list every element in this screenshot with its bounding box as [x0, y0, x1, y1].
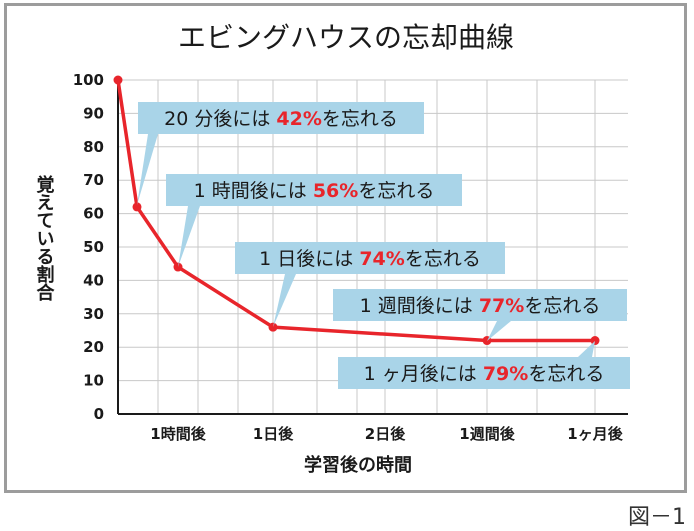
callout-suffix: を忘れる — [528, 363, 604, 385]
series-line — [116, 79, 595, 343]
callout-suffix: を忘れる — [358, 180, 434, 202]
y-tick-label: 0 — [94, 405, 104, 423]
callout-prefix: 1 週間後には — [360, 295, 479, 317]
callout-pointer — [137, 134, 158, 205]
callout-box — [333, 289, 627, 321]
callout-pointer — [273, 274, 296, 327]
callout-box — [338, 357, 630, 389]
x-axis-label: 学習後の時間 — [304, 454, 412, 476]
callout-percent: 79% — [483, 363, 528, 385]
callout-text: 1 ヶ月後には 79%を忘れる — [364, 363, 605, 385]
callout-prefix: 20 分後には — [164, 108, 276, 130]
callout-pointer — [178, 206, 200, 267]
x-axis-ticks: 1時間後 1日後 2日後 1週間後 1ヶ月後 — [150, 425, 623, 443]
callout-text: 1 週間後には 77%を忘れる — [360, 295, 601, 317]
figure-label: 図－1 — [628, 505, 686, 530]
data-point — [132, 202, 142, 212]
callout-text: 20 分後には 42%を忘れる — [164, 108, 398, 130]
y-tick-label: 30 — [83, 305, 104, 323]
callout-text: 1 日後には 74%を忘れる — [259, 248, 481, 270]
x-tick-label: 2日後 — [365, 425, 406, 443]
callout: 1 週間後には 77%を忘れる — [333, 289, 627, 341]
callout: 1 日後には 74%を忘れる — [235, 242, 505, 327]
callout-prefix: 1 ヶ月後には — [364, 363, 483, 385]
callout: 20 分後には 42%を忘れる — [137, 102, 424, 205]
x-tick-label: 1ヶ月後 — [567, 425, 623, 443]
x-tick-label: 1時間後 — [150, 425, 206, 443]
y-tick-label: 90 — [83, 104, 104, 122]
y-tick-label: 20 — [83, 338, 104, 356]
callout-prefix: 1 時間後には — [194, 180, 313, 202]
data-point — [590, 336, 600, 346]
callout-percent: 42% — [276, 108, 321, 130]
callout-box — [166, 174, 462, 206]
callout-pointer — [487, 321, 511, 341]
callout-percent: 77% — [479, 295, 524, 317]
data-point — [268, 322, 278, 332]
callout-suffix: を忘れる — [524, 295, 600, 317]
callout-percent: 74% — [359, 248, 404, 270]
callout: 1 時間後には 56%を忘れる — [166, 174, 462, 267]
callout-percent: 56% — [313, 180, 358, 202]
callout-box — [138, 102, 424, 134]
data-point — [173, 262, 183, 272]
callout: 1 ヶ月後には 79%を忘れる — [338, 341, 630, 389]
y-tick-label: 10 — [83, 372, 104, 390]
axes — [117, 80, 628, 415]
y-tick-label: 40 — [83, 271, 104, 289]
callout-text: 1 時間後には 56%を忘れる — [194, 180, 435, 202]
x-tick-label: 1週間後 — [459, 425, 515, 443]
y-tick-label: 60 — [83, 205, 104, 223]
series — [113, 75, 600, 346]
callout-suffix: を忘れる — [405, 248, 481, 270]
data-point — [113, 75, 123, 85]
callout-pointer — [578, 341, 595, 357]
y-axis-label: 覚えている割合 — [34, 174, 55, 301]
y-tick-label: 100 — [73, 71, 104, 89]
chart-title: エビングハウスの忘却曲線 — [178, 21, 514, 54]
y-tick-label: 50 — [83, 238, 104, 256]
y-tick-label: 80 — [83, 138, 104, 156]
y-tick-label: 70 — [83, 171, 104, 189]
x-tick-label: 1日後 — [253, 425, 294, 443]
callout-prefix: 1 日後には — [259, 248, 359, 270]
callout-suffix: を忘れる — [322, 108, 398, 130]
callout-box — [235, 242, 505, 274]
y-axis-ticks: 0 10 20 30 40 50 60 70 80 90 100 — [73, 71, 104, 423]
